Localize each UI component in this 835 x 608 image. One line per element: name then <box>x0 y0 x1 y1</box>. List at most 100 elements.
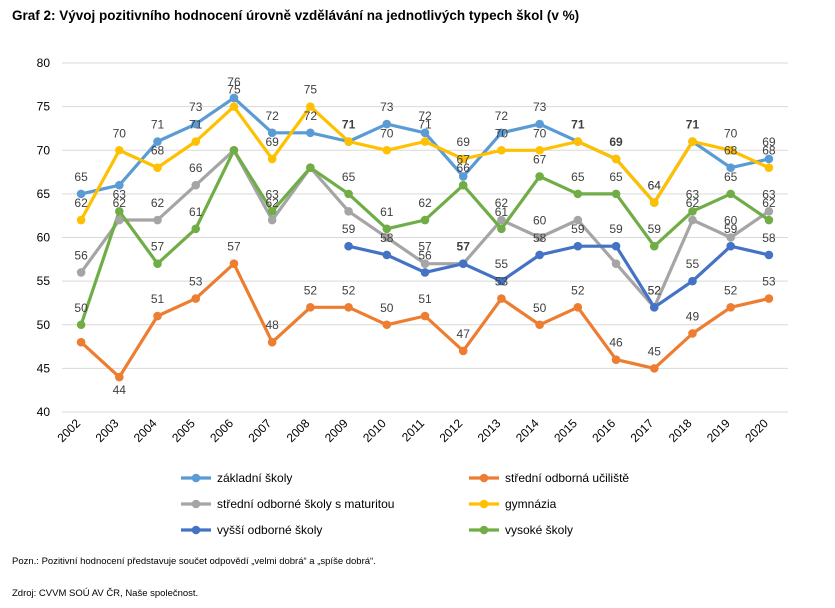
x-tick-label: 2002 <box>54 416 83 445</box>
legend: základní školy střední odborná učiliště st… <box>181 471 629 537</box>
x-tick-label: 2020 <box>742 416 771 445</box>
data-point <box>611 154 621 164</box>
data-point <box>153 163 162 172</box>
data-point <box>344 137 353 146</box>
data-point <box>611 259 621 268</box>
data-label: 73 <box>533 100 547 114</box>
x-tick-label: 2005 <box>169 416 198 445</box>
data-label: 51 <box>151 292 165 306</box>
data-point <box>611 241 621 251</box>
data-label: 52 <box>304 283 318 297</box>
data-point <box>573 241 583 251</box>
data-label: 65 <box>571 170 585 184</box>
data-label: 68 <box>724 144 738 158</box>
data-point <box>764 154 774 164</box>
legend-marker <box>479 499 489 509</box>
data-point <box>382 119 392 129</box>
x-tick-label: 2019 <box>704 416 733 445</box>
data-point <box>611 189 621 199</box>
data-point <box>267 207 277 216</box>
data-label: 64 <box>648 179 662 193</box>
data-label: 55 <box>495 257 509 271</box>
data-point <box>76 337 86 347</box>
legend-item: střední odborná učiliště <box>469 471 629 485</box>
legend-marker <box>191 525 201 535</box>
data-label: 50 <box>380 301 394 315</box>
legend-marker <box>479 473 489 483</box>
y-tick-label: 50 <box>37 318 51 332</box>
data-point <box>191 137 201 146</box>
series-line <box>79 148 771 309</box>
data-point <box>649 198 659 207</box>
data-label: 60 <box>724 214 738 228</box>
data-point <box>573 189 583 199</box>
data-point <box>458 259 468 268</box>
data-label: 62 <box>265 196 279 210</box>
data-point <box>115 372 124 382</box>
data-label: 66 <box>457 161 471 175</box>
data-point <box>153 259 162 268</box>
data-label: 71 <box>686 118 700 132</box>
data-label: 52 <box>648 283 662 297</box>
x-tick-label: 2011 <box>399 416 427 444</box>
legend-label: základní školy <box>217 471 292 485</box>
data-label: 76 <box>227 75 241 89</box>
data-label: 63 <box>762 187 776 201</box>
y-tick-label: 55 <box>37 274 51 288</box>
data-label: 69 <box>762 135 776 149</box>
x-tick-label: 2010 <box>360 416 389 445</box>
data-point <box>306 163 315 172</box>
data-label: 69 <box>609 135 623 149</box>
data-label: 65 <box>74 170 88 184</box>
data-point <box>535 172 544 181</box>
data-point <box>382 224 392 234</box>
data-label: 68 <box>151 144 165 158</box>
y-tick-label: 60 <box>37 231 51 245</box>
data-label: 66 <box>189 161 203 175</box>
data-label: 57 <box>151 240 165 254</box>
data-point <box>535 119 544 129</box>
data-point <box>726 145 735 155</box>
data-label: 73 <box>380 100 394 114</box>
data-label: 57 <box>457 240 471 254</box>
data-label: 65 <box>724 170 738 184</box>
data-point <box>344 189 353 199</box>
data-label: 73 <box>189 100 203 114</box>
data-point <box>726 233 735 242</box>
data-label: 49 <box>686 309 700 323</box>
data-label: 59 <box>724 222 738 236</box>
data-point <box>420 137 430 146</box>
data-label: 58 <box>762 231 776 245</box>
data-label: 62 <box>113 196 127 210</box>
data-label: 53 <box>495 275 509 289</box>
data-label: 59 <box>648 222 662 236</box>
data-point <box>573 137 583 146</box>
data-label: 58 <box>380 231 394 245</box>
data-label: 70 <box>533 126 547 140</box>
legend-label: střední odborné školy s maturitou <box>217 497 394 511</box>
data-label: 45 <box>648 344 662 358</box>
data-point <box>267 215 277 225</box>
data-point <box>688 215 697 225</box>
data-point <box>497 276 506 286</box>
data-point <box>420 268 430 277</box>
data-point <box>382 145 392 155</box>
y-tick-label: 70 <box>37 143 51 157</box>
data-label: 71 <box>189 118 203 132</box>
data-label: 69 <box>457 135 471 149</box>
legend-marker <box>191 499 201 509</box>
data-label: 59 <box>571 222 585 236</box>
x-tick-label: 2009 <box>322 416 351 445</box>
data-label: 57 <box>418 240 432 254</box>
data-label: 71 <box>151 118 165 132</box>
data-point <box>420 215 430 225</box>
data-label: 63 <box>686 187 700 201</box>
data-label: 72 <box>495 109 509 123</box>
data-label: 59 <box>342 222 356 236</box>
legend-label: vyšší odborné školy <box>217 523 322 537</box>
data-label: 60 <box>533 214 547 228</box>
data-label: 46 <box>609 336 623 350</box>
data-point <box>420 128 430 138</box>
y-tick-label: 80 <box>37 56 51 70</box>
